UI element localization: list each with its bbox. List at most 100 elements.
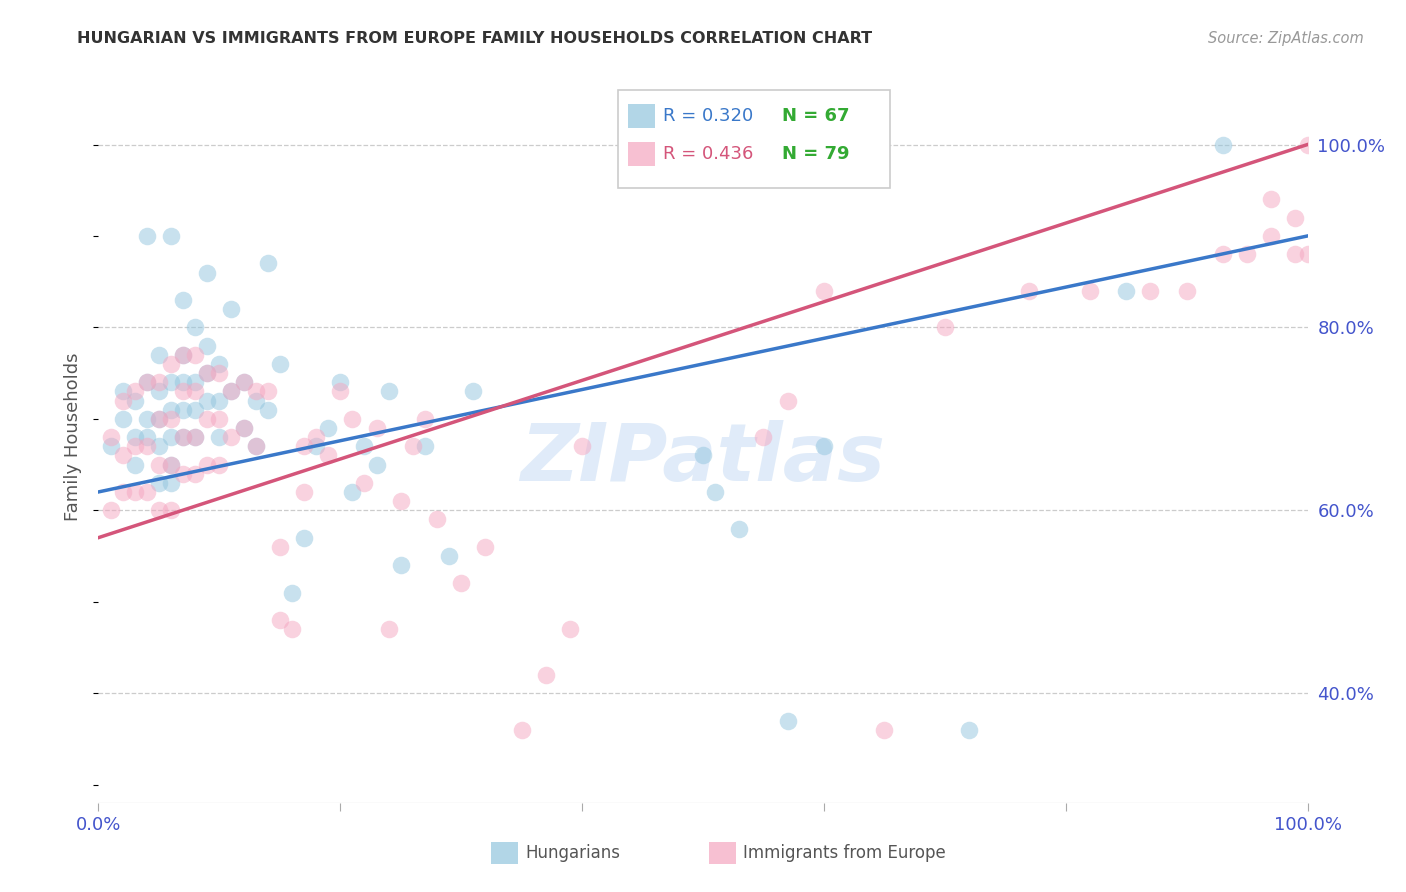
Point <box>111 448 134 462</box>
Point <box>160 357 183 371</box>
Point <box>172 348 194 362</box>
Point <box>148 412 170 426</box>
Point <box>269 540 291 554</box>
Point <box>752 430 775 444</box>
Point <box>111 384 134 399</box>
Point <box>389 558 412 573</box>
Point <box>172 402 194 417</box>
Point <box>135 439 157 453</box>
Point <box>342 412 364 426</box>
Point <box>135 412 157 426</box>
Point <box>221 301 243 317</box>
Point <box>124 439 146 453</box>
Point <box>195 338 218 352</box>
Point <box>124 393 146 408</box>
Point <box>957 723 980 737</box>
Point <box>100 439 122 453</box>
Point <box>353 475 375 490</box>
Point <box>305 430 328 444</box>
Point <box>1296 137 1319 152</box>
Point <box>208 412 231 426</box>
Point <box>172 430 194 444</box>
Point <box>353 439 375 453</box>
Point <box>692 448 714 462</box>
Point <box>160 503 183 517</box>
FancyBboxPatch shape <box>619 90 890 188</box>
Point <box>873 723 896 737</box>
Point <box>1284 211 1306 225</box>
Point <box>160 458 183 472</box>
Point <box>208 458 231 472</box>
Point <box>184 430 207 444</box>
Text: R = 0.436: R = 0.436 <box>664 145 754 163</box>
Text: ZIPatlas: ZIPatlas <box>520 420 886 498</box>
Point <box>232 421 254 435</box>
Point <box>195 366 218 380</box>
Point <box>160 458 183 472</box>
Point <box>534 667 557 681</box>
Point <box>184 384 207 399</box>
Point <box>728 521 751 535</box>
Point <box>1115 284 1137 298</box>
Point <box>124 458 146 472</box>
Point <box>148 439 170 453</box>
Point <box>195 366 218 380</box>
Bar <box>628 142 655 167</box>
Point <box>124 384 146 399</box>
Bar <box>628 103 655 128</box>
Point <box>221 384 243 399</box>
Point <box>148 458 170 472</box>
Point <box>135 376 157 390</box>
Text: R = 0.320: R = 0.320 <box>664 107 754 125</box>
Point <box>934 320 956 334</box>
Point <box>389 494 412 508</box>
Point <box>413 412 436 426</box>
Point <box>160 228 183 243</box>
Point <box>208 393 231 408</box>
Bar <box>709 842 735 864</box>
Point <box>148 412 170 426</box>
Bar <box>492 842 517 864</box>
Point <box>111 412 134 426</box>
Point <box>437 549 460 563</box>
Point <box>1236 247 1258 261</box>
Point <box>292 485 315 500</box>
Point <box>172 430 194 444</box>
Point <box>184 320 207 334</box>
Point <box>256 384 278 399</box>
Point <box>100 430 122 444</box>
Point <box>184 430 207 444</box>
Point <box>124 430 146 444</box>
Point <box>208 357 231 371</box>
Point <box>160 430 183 444</box>
Point <box>571 439 593 453</box>
Point <box>1296 247 1319 261</box>
Point <box>1078 284 1101 298</box>
Point <box>195 266 218 280</box>
Point <box>184 467 207 481</box>
Point <box>377 622 399 636</box>
Point <box>402 439 425 453</box>
Point <box>135 430 157 444</box>
Point <box>269 357 291 371</box>
Point <box>232 376 254 390</box>
Point <box>148 348 170 362</box>
Point <box>148 475 170 490</box>
Point <box>366 458 388 472</box>
Point <box>1260 193 1282 207</box>
Point <box>195 412 218 426</box>
Point <box>1018 284 1040 298</box>
Point <box>558 622 581 636</box>
Point <box>184 348 207 362</box>
Point <box>148 503 170 517</box>
Point <box>195 458 218 472</box>
Text: N = 79: N = 79 <box>782 145 849 163</box>
Point <box>208 366 231 380</box>
Point <box>195 393 218 408</box>
Point <box>1139 284 1161 298</box>
Point <box>426 512 449 526</box>
Point <box>813 284 835 298</box>
Point <box>1284 247 1306 261</box>
Text: Hungarians: Hungarians <box>526 844 620 863</box>
Point <box>184 402 207 417</box>
